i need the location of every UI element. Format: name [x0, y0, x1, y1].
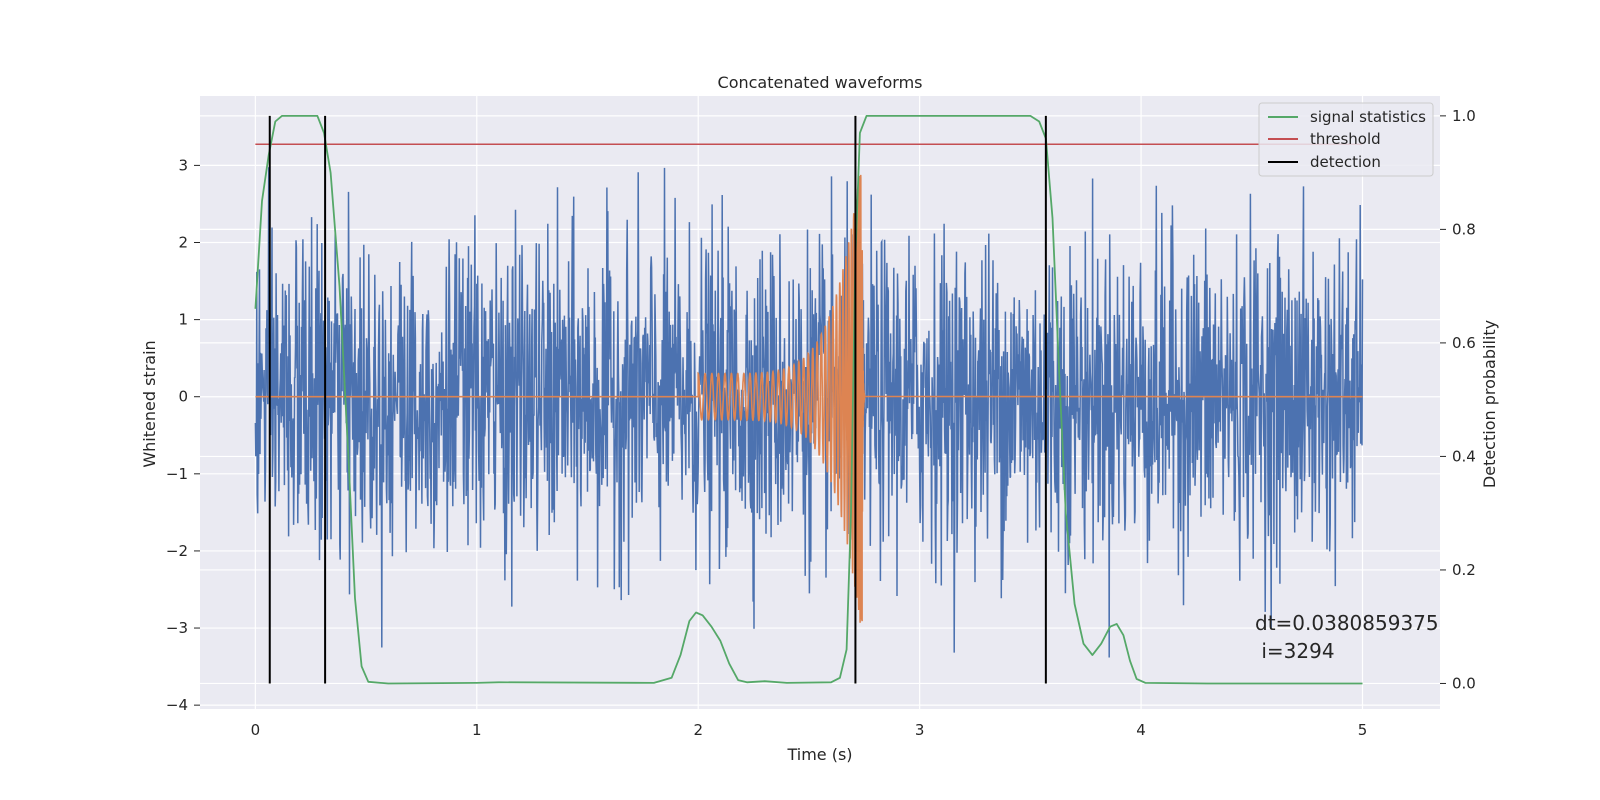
legend: signal statistics threshold detection: [1258, 102, 1434, 177]
x-tick-label: 1: [472, 721, 482, 739]
y-tick-label-right: 0.2: [1452, 561, 1476, 579]
legend-label-detection: detection: [1310, 153, 1381, 171]
waveform-series-line: [255, 174, 1363, 623]
y-tick-label-left: 2: [178, 234, 188, 252]
y-tick-label-right: 0.4: [1452, 447, 1476, 465]
annotation-dt: dt=0.0380859375: [1255, 611, 1439, 635]
x-tick-label: 5: [1358, 721, 1368, 739]
y-tick-label-left: 0: [178, 388, 188, 406]
x-tick-label: 0: [251, 721, 261, 739]
y-tick-label-right: 0.8: [1452, 220, 1476, 238]
y-tick-label-right: 1.0: [1452, 107, 1476, 125]
y-tick-label-right: 0.6: [1452, 334, 1476, 352]
signal-statistics-line: [254, 115, 1363, 685]
series-layer: [254, 115, 1364, 685]
tick-layer: 0 1 2 3 4 5 −4 −3 −2 −1 0 1 2 3 0.0 0.2 0.4 0.6 0.8 1.0: [166, 107, 1476, 739]
legend-box: [1258, 102, 1434, 177]
legend-label-threshold: threshold: [1310, 130, 1381, 148]
y-axis-label-left: Whitened strain: [140, 340, 159, 467]
y-tick-label-left: 3: [178, 156, 188, 174]
legend-label-signal-statistics: signal statistics: [1310, 108, 1426, 126]
y-axis-label-right: Detection probability: [1480, 320, 1499, 488]
y-tick-label-left: 1: [178, 311, 188, 329]
y-tick-label-left: −4: [166, 696, 188, 714]
noise-series-line: [254, 167, 1364, 658]
annotation-i: i=3294: [1255, 639, 1335, 663]
y-tick-label-right: 0.0: [1452, 674, 1476, 692]
y-tick-label-left: −1: [166, 465, 188, 483]
y-tick-label-left: −3: [166, 619, 188, 637]
y-tick-label-left: −2: [166, 542, 188, 560]
x-axis-label: Time (s): [786, 745, 852, 764]
x-tick-label: 2: [693, 721, 703, 739]
chart-title: Concatenated waveforms: [718, 73, 923, 92]
x-tick-label: 3: [915, 721, 925, 739]
x-tick-label: 4: [1136, 721, 1146, 739]
